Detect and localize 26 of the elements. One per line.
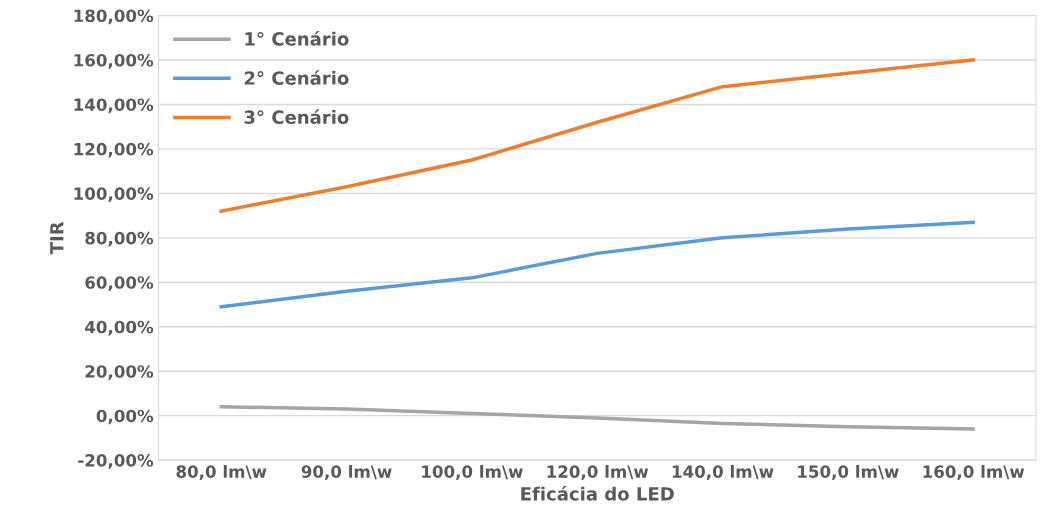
y-tick-label: 120,00% xyxy=(74,142,154,158)
y-tick-label: 40,00% xyxy=(85,320,154,336)
y-tick-label: 80,00% xyxy=(85,231,154,247)
x-axis-title: Eficácia do LED xyxy=(521,485,674,501)
y-tick-label: 180,00% xyxy=(74,9,154,25)
legend-label: 3° Cenário xyxy=(244,109,349,125)
x-tick-label: 150,0 lm\w xyxy=(798,464,899,481)
line-series xyxy=(219,220,975,309)
legend-label: 1° Cenário xyxy=(245,31,349,46)
y-tick-label: 140,00% xyxy=(74,98,154,114)
line-series xyxy=(219,405,975,431)
x-tick-label: 100,0 lm\w xyxy=(422,464,523,481)
y-tick-label: -20,00% xyxy=(78,454,154,469)
line-series xyxy=(219,58,975,213)
x-tick-label: 80,0 lm\w xyxy=(176,464,267,481)
y-axis-title: TIR xyxy=(50,221,64,255)
y-tick-label: 60,00% xyxy=(85,276,154,291)
x-tick-label: 160,0 lm\w xyxy=(923,464,1025,481)
x-tick-label: 120,0 lm\w xyxy=(547,464,649,481)
y-tick-label: 20,00% xyxy=(85,365,154,380)
legend-label: 2° Cenário xyxy=(244,70,349,85)
x-tick-label: 90,0 lm\w xyxy=(301,464,392,481)
y-tick-label: 160,00% xyxy=(74,53,154,69)
x-tick-label: 140,0 lm\w xyxy=(672,464,774,481)
y-tick-label: 100,00% xyxy=(74,187,154,203)
y-tick-label: 0,00% xyxy=(96,409,154,425)
